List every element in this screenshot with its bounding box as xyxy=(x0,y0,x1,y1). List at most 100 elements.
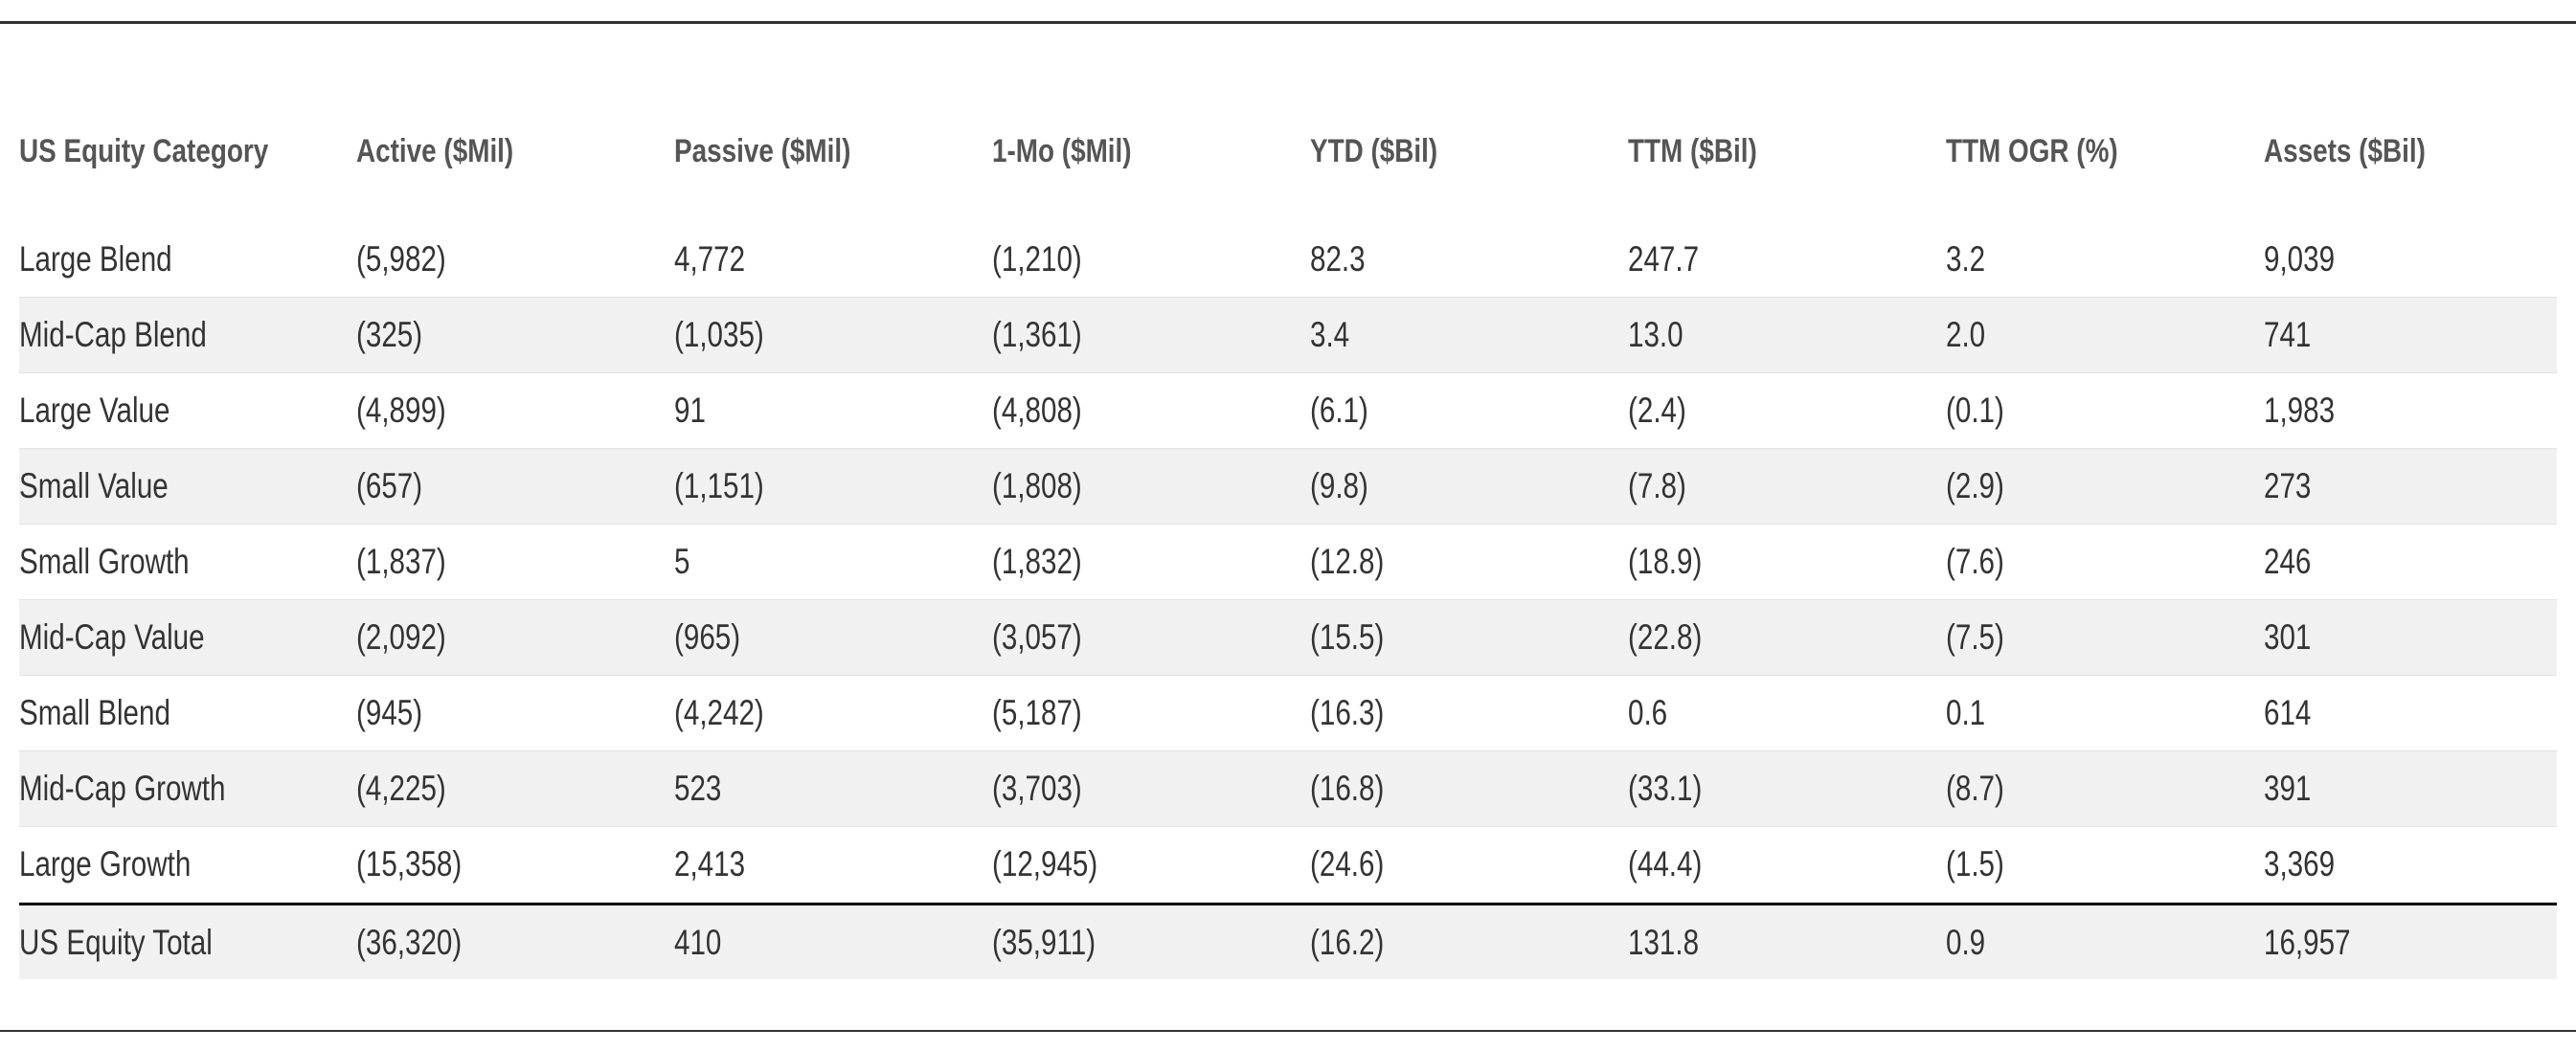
column-header: Assets ($Bil) xyxy=(2264,132,2426,169)
table-cell: Mid-Cap Growth xyxy=(19,769,226,808)
table-cell: (24.6) xyxy=(1310,844,1385,883)
table-cell: (22.8) xyxy=(1628,617,1703,657)
column-header: 1-Mo ($Mil) xyxy=(992,132,1132,169)
table-cell: (5,982) xyxy=(356,239,446,279)
table-cell: (16.8) xyxy=(1310,769,1385,808)
table-cell: Small Growth xyxy=(19,542,190,581)
column-header: TTM OGR (%) xyxy=(1946,132,2118,169)
table-cell: Mid-Cap Blend xyxy=(19,315,207,354)
table-cell: (33.1) xyxy=(1628,769,1703,808)
table-row: Mid-Cap Blend (325) (1,035) (1,361) 3.4 13.0 2… xyxy=(19,298,2557,373)
table-cell: (16.2) xyxy=(1310,922,1385,962)
table-cell: (4,808) xyxy=(992,391,1082,430)
table-cell: (8.7) xyxy=(1946,769,2004,808)
table-row: Large Value (4,899) 91 (4,808) (6.1) (2.4) (0.… xyxy=(19,373,2557,449)
table-cell: (35,911) xyxy=(992,922,1096,962)
table-cell: (1,210) xyxy=(992,239,1082,279)
table-header-row: US Equity Category Active ($Mil) Passive… xyxy=(19,113,2557,190)
table-cell: (325) xyxy=(356,315,423,354)
table-cell: (9.8) xyxy=(1310,466,1368,505)
table-row: Mid-Cap Growth (4,225) 523 (3,703) (16.8) (33… xyxy=(19,751,2557,827)
table-cell: (15,358) xyxy=(356,844,463,883)
table-row: Small Blend (945) (4,242) (5,187) (16.3) 0.6 0… xyxy=(19,676,2557,751)
table-cell: 3,369 xyxy=(2264,844,2336,883)
table-cell: Large Growth xyxy=(19,844,192,883)
table-row: Small Growth (1,837) 5 (1,832) (12.8) (18.9) (… xyxy=(19,525,2557,600)
table-cell: 741 xyxy=(2264,315,2312,354)
table-cell: 82.3 xyxy=(1310,239,1366,279)
table-cell: Small Blend xyxy=(19,693,170,732)
column-header: YTD ($Bil) xyxy=(1310,132,1438,169)
top-rule xyxy=(0,21,2576,24)
column-header: TTM ($Bil) xyxy=(1628,132,1757,169)
table-cell: 0.1 xyxy=(1946,693,1986,732)
table-cell: 91 xyxy=(674,391,706,430)
column-header: US Equity Category xyxy=(19,132,269,169)
table-cell: 410 xyxy=(674,922,722,962)
table-cell: 391 xyxy=(2264,769,2312,808)
table-cell: (2.4) xyxy=(1628,391,1686,430)
table-cell: (12,945) xyxy=(992,844,1098,883)
table-cell: (7.6) xyxy=(1946,542,2004,581)
table-cell: (7.5) xyxy=(1946,617,2004,657)
table-row: Mid-Cap Value (2,092) (965) (3,057) (15.5) (2… xyxy=(19,600,2557,676)
table-cell: (2.9) xyxy=(1946,466,2004,505)
table-cell: 2.0 xyxy=(1946,315,1986,354)
table-cell: Mid-Cap Value xyxy=(19,617,205,657)
table-cell: (4,899) xyxy=(356,391,446,430)
table-cell: (5,187) xyxy=(992,693,1082,732)
table-cell: 9,039 xyxy=(2264,239,2336,279)
column-header: Active ($Mil) xyxy=(356,132,514,169)
table-cell: 0.6 xyxy=(1628,693,1668,732)
table-cell: 3.2 xyxy=(1946,239,1986,279)
table-cell: (15.5) xyxy=(1310,617,1385,657)
table-cell: (0.1) xyxy=(1946,391,2004,430)
table-total-row: US Equity Total (36,320) 410 (35,911) (1… xyxy=(19,903,2557,979)
table-cell: (7.8) xyxy=(1628,466,1686,505)
table-cell: (6.1) xyxy=(1310,391,1368,430)
table-cell: 0.9 xyxy=(1946,922,1986,962)
table-cell: (1.5) xyxy=(1946,844,2004,883)
table-cell: (3,703) xyxy=(992,769,1082,808)
table-cell: 5 xyxy=(674,542,690,581)
table-cell: (1,151) xyxy=(674,466,764,505)
column-header: Passive ($Mil) xyxy=(674,132,851,169)
bottom-rule xyxy=(0,1030,2576,1032)
table-row: Large Growth (15,358) 2,413 (12,945) (24.6) (… xyxy=(19,827,2557,903)
table-cell: Large Value xyxy=(19,391,170,430)
table-cell: 1,983 xyxy=(2264,391,2336,430)
table-cell: (657) xyxy=(356,466,423,505)
table-cell: 523 xyxy=(674,769,722,808)
table-cell: (965) xyxy=(674,617,741,657)
table-cell: (1,837) xyxy=(356,542,446,581)
table-cell: (16.3) xyxy=(1310,693,1385,732)
table-cell: 13.0 xyxy=(1628,315,1683,354)
table-cell: (12.8) xyxy=(1310,542,1385,581)
table-cell: 273 xyxy=(2264,466,2312,505)
flows-table: US Equity Category Active ($Mil) Passive… xyxy=(19,113,2557,979)
table-cell: 2,413 xyxy=(674,844,746,883)
table-cell: Large Blend xyxy=(19,239,172,279)
table-cell: 247.7 xyxy=(1628,239,1700,279)
table-cell: (945) xyxy=(356,693,423,732)
table-cell: 16,957 xyxy=(2264,922,2351,962)
table-cell: (36,320) xyxy=(356,922,463,962)
table-body: Large Blend (5,982) 4,772 (1,210) 82.3 247.7 3… xyxy=(19,222,2557,903)
table-cell: Small Value xyxy=(19,466,169,505)
table-row: Small Value (657) (1,151) (1,808) (9.8) (7.8)… xyxy=(19,449,2557,525)
table-cell: (2,092) xyxy=(356,617,446,657)
table-cell: (1,361) xyxy=(992,315,1082,354)
table-cell: 3.4 xyxy=(1310,315,1350,354)
table-cell: (1,808) xyxy=(992,466,1082,505)
table-cell: 131.8 xyxy=(1628,922,1700,962)
table-cell: US Equity Total xyxy=(19,922,213,962)
table-cell: 4,772 xyxy=(674,239,746,279)
table-cell: (44.4) xyxy=(1628,844,1703,883)
table-cell: (1,832) xyxy=(992,542,1082,581)
table-cell: 301 xyxy=(2264,617,2312,657)
table-row: Large Blend (5,982) 4,772 (1,210) 82.3 247.7 3… xyxy=(19,222,2557,298)
table-cell: (4,225) xyxy=(356,769,446,808)
table-cell: (4,242) xyxy=(674,693,764,732)
table-cell: (1,035) xyxy=(674,315,764,354)
table-cell: 246 xyxy=(2264,542,2312,581)
